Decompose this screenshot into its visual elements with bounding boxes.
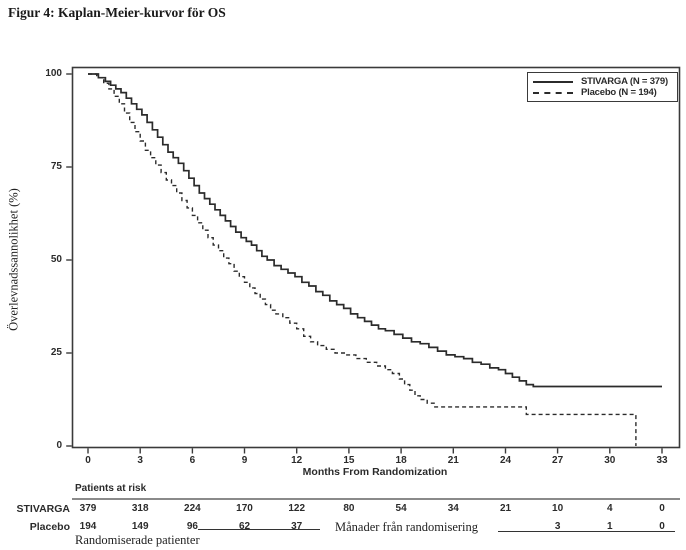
at-risk-value: 122	[288, 503, 306, 514]
y-tick-label: 50	[50, 254, 62, 265]
y-tick-label: 25	[50, 347, 62, 358]
legend: STIVARGA (N = 379) Placebo (N = 194)	[527, 72, 678, 102]
y-tick-label: 75	[50, 161, 62, 172]
x-tick-label: 30	[604, 455, 616, 466]
at-risk-value: 1	[607, 521, 613, 532]
at-risk-value: 96	[186, 521, 198, 532]
y-tick-label: 0	[56, 440, 62, 451]
x-tick-label: 24	[499, 455, 512, 466]
at-risk-footnote-swedish: Randomiserade patienter	[75, 533, 200, 547]
at-risk-row-label-stivarga: STIVARGA	[16, 503, 70, 515]
x-axis-title: Months From Randomization	[302, 466, 448, 478]
figure-title: Figur 4: Kaplan-Meier-kurvor för OS	[8, 5, 226, 20]
at-risk-value: 21	[499, 503, 512, 514]
at-risk-divider	[72, 498, 680, 500]
at-risk-header: Patients at risk	[75, 483, 147, 494]
at-risk-value: 34	[447, 503, 459, 514]
at-risk-value: 318	[131, 503, 149, 514]
at-risk-value: 0	[659, 521, 665, 532]
legend-row-placebo: Placebo (N = 194)	[533, 87, 673, 98]
at-risk-value: 54	[395, 503, 407, 514]
km-curve-stivarga	[88, 73, 662, 388]
at-risk-value: 62	[238, 521, 251, 532]
x-tick-label: 15	[343, 455, 355, 466]
km-curve-placebo	[88, 73, 637, 446]
x-tick-label: 12	[291, 455, 303, 466]
x-tick-label: 18	[395, 455, 407, 466]
x-tick-label: 0	[85, 455, 91, 466]
x-tick-label: 33	[656, 455, 668, 466]
at-risk-value: 149	[131, 521, 149, 532]
x-tick-label: 6	[189, 455, 196, 466]
at-risk-value: 0	[659, 503, 665, 514]
y-tick-label: 100	[45, 68, 62, 79]
overlay-underline-left	[198, 529, 320, 530]
x-axis-title-swedish: Månader från randomisering	[335, 520, 478, 534]
x-tick-label: 27	[552, 455, 564, 466]
legend-label-stivarga: STIVARGA (N = 379)	[581, 76, 668, 87]
at-risk-value: 379	[79, 503, 97, 514]
at-risk-value: 194	[79, 521, 97, 532]
legend-label-placebo: Placebo (N = 194)	[581, 87, 657, 98]
at-risk-value: 170	[236, 503, 253, 514]
x-tick-label: 21	[447, 455, 459, 466]
x-tick-label: 9	[241, 455, 248, 466]
legend-row-stivarga: STIVARGA (N = 379)	[533, 76, 673, 87]
at-risk-value: 37	[291, 521, 303, 532]
at-risk-value: 80	[343, 503, 355, 514]
dashed-line-sample	[533, 91, 573, 94]
at-risk-value: 10	[552, 503, 564, 514]
at-risk-row-label-placebo: Placebo	[29, 521, 70, 533]
y-axis-title: Överlevnadssannolikhet (%)	[6, 188, 21, 331]
at-risk-value: 224	[184, 503, 201, 514]
x-tick-label: 3	[137, 455, 143, 466]
at-risk-value: 3	[554, 521, 561, 532]
plot-frame	[71, 66, 681, 449]
overlay-underline-right	[498, 531, 675, 532]
at-risk-value: 4	[607, 503, 613, 514]
solid-line-sample	[533, 80, 573, 83]
